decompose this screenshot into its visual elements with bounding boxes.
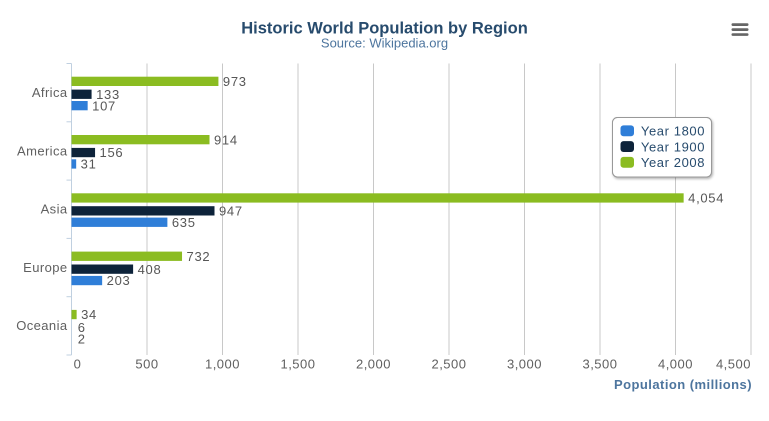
- svg-text:500: 500: [135, 357, 158, 372]
- svg-text:2: 2: [78, 331, 86, 346]
- svg-text:973: 973: [223, 74, 247, 89]
- svg-text:3,000: 3,000: [507, 357, 542, 372]
- svg-text:2,000: 2,000: [356, 357, 391, 372]
- svg-text:0: 0: [74, 357, 81, 372]
- svg-text:Year 1800: Year 1800: [641, 124, 705, 139]
- svg-text:408: 408: [138, 262, 162, 277]
- svg-text:4,000: 4,000: [658, 357, 693, 372]
- svg-text:America: America: [17, 143, 68, 158]
- svg-text:156: 156: [100, 145, 124, 160]
- svg-text:34: 34: [81, 307, 97, 322]
- svg-text:2,500: 2,500: [431, 357, 466, 372]
- svg-text:6: 6: [78, 320, 86, 335]
- svg-text:133: 133: [96, 87, 120, 102]
- svg-text:Year 1900: Year 1900: [641, 139, 705, 154]
- svg-text:1,000: 1,000: [205, 357, 240, 372]
- svg-text:1,500: 1,500: [280, 357, 315, 372]
- svg-text:107: 107: [92, 98, 116, 113]
- svg-text:Oceania: Oceania: [16, 318, 68, 333]
- svg-text:Africa: Africa: [32, 85, 68, 100]
- svg-text:Historic World Population by R: Historic World Population by Region: [241, 20, 528, 38]
- svg-text:31: 31: [81, 157, 97, 172]
- svg-text:Year 2008: Year 2008: [641, 155, 705, 170]
- svg-text:Population (millions): Population (millions): [614, 377, 752, 392]
- svg-text:Europe: Europe: [23, 260, 67, 275]
- svg-text:203: 203: [107, 273, 131, 288]
- svg-text:4,054: 4,054: [688, 191, 724, 206]
- svg-text:3,500: 3,500: [582, 357, 617, 372]
- svg-text:Source: Wikipedia.org: Source: Wikipedia.org: [321, 36, 448, 51]
- svg-text:914: 914: [214, 132, 238, 147]
- svg-text:4,500: 4,500: [716, 357, 751, 372]
- svg-text:Asia: Asia: [41, 202, 68, 217]
- svg-text:947: 947: [219, 203, 243, 218]
- svg-text:635: 635: [172, 215, 196, 230]
- svg-text:732: 732: [187, 249, 211, 264]
